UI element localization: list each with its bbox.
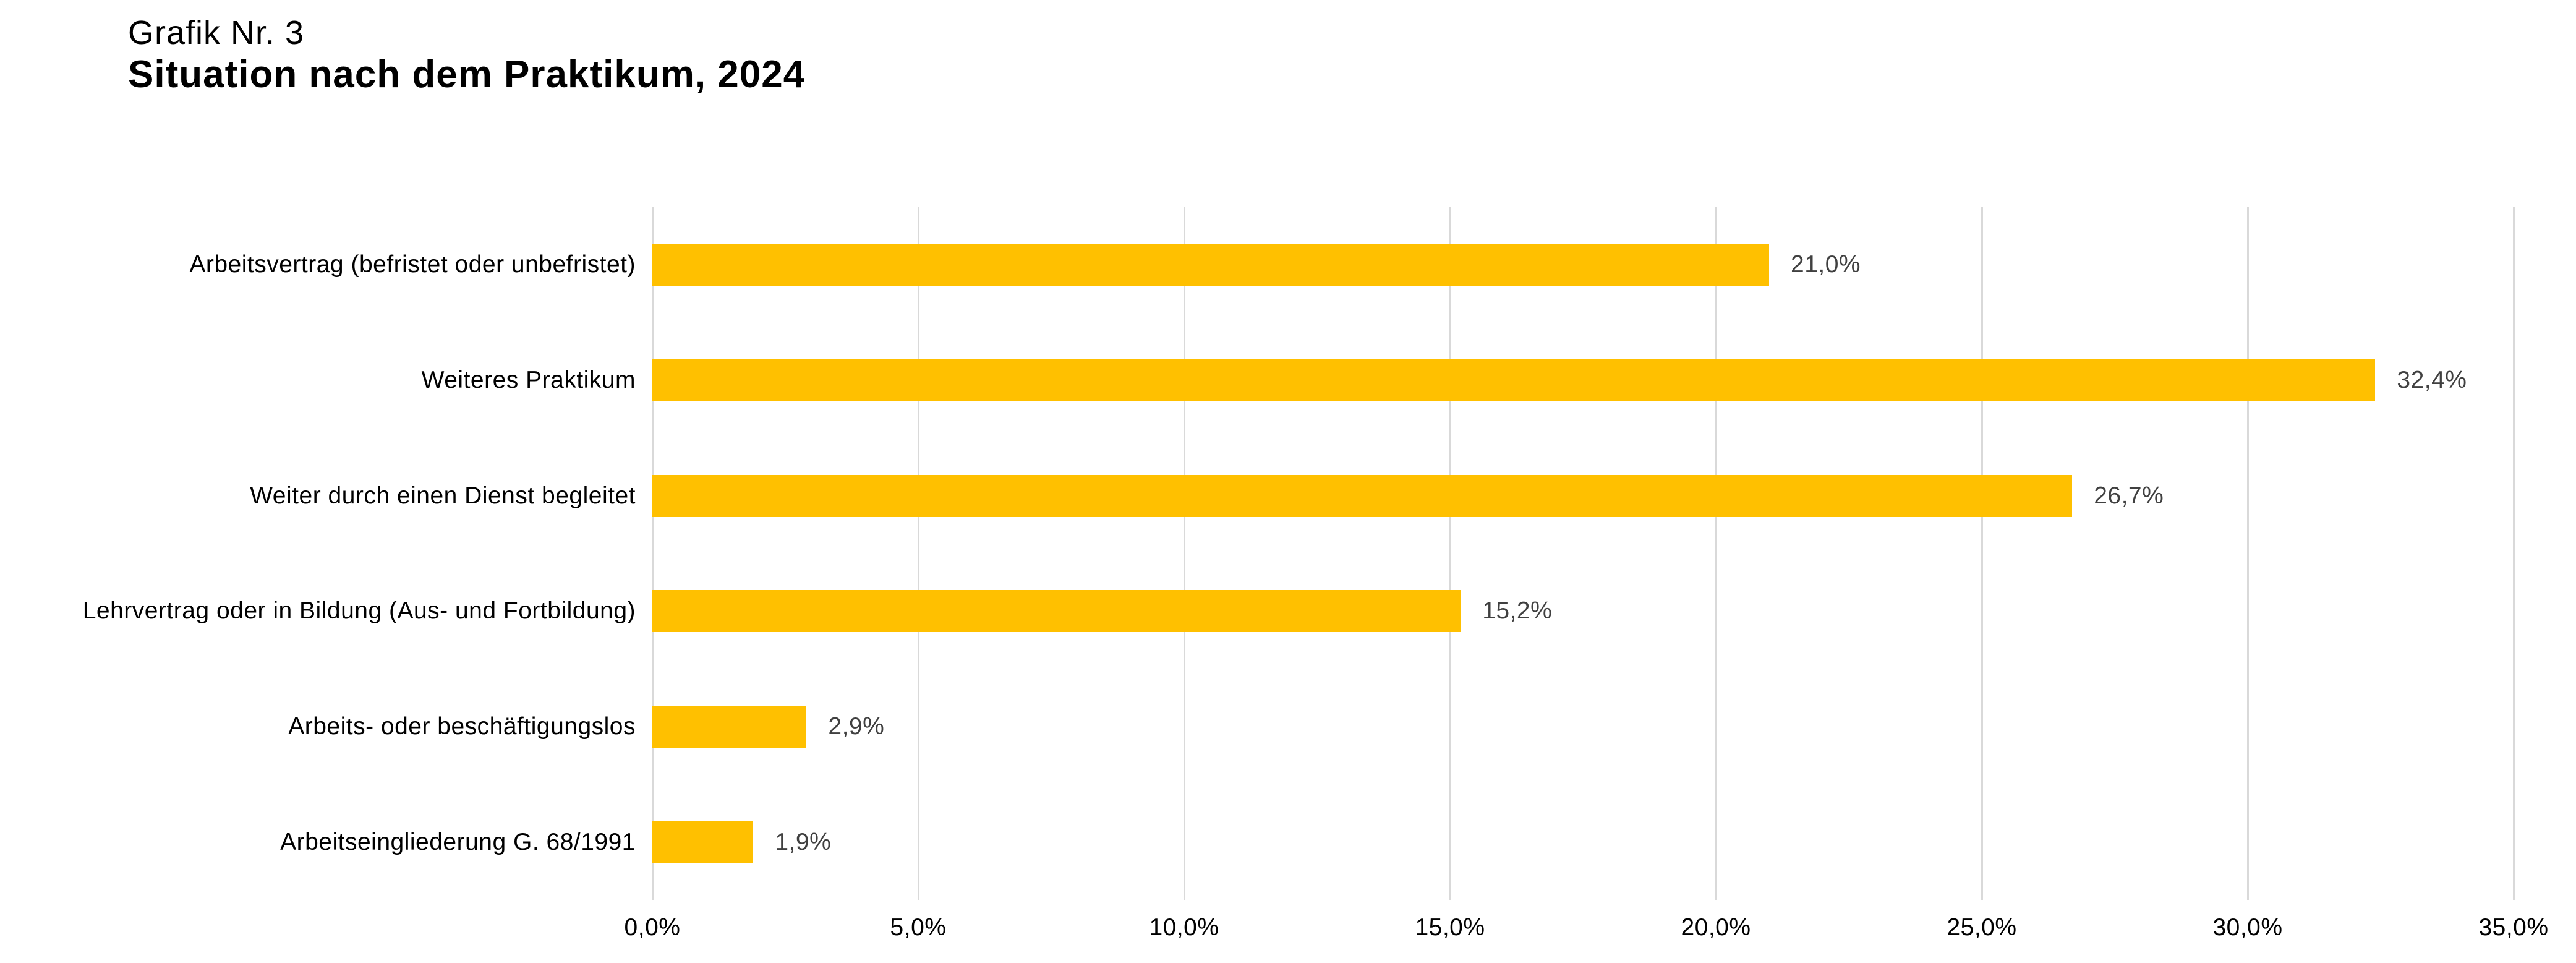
bar-row: 15,2% xyxy=(652,554,2514,669)
bar-row: 26,7% xyxy=(652,438,2514,554)
bar-row: 2,9% xyxy=(652,669,2514,785)
bar xyxy=(652,359,2376,401)
bar xyxy=(652,244,1769,286)
gridline xyxy=(1184,207,1185,900)
gridline xyxy=(2513,207,2515,900)
gridline xyxy=(918,207,919,900)
gridline xyxy=(2247,207,2249,900)
chart-number-title: Grafik Nr. 3 xyxy=(128,14,305,51)
bar-row: 21,0% xyxy=(652,207,2514,323)
bar-row: 1,9% xyxy=(652,784,2514,900)
category-axis: Arbeitsvertrag (befristet oder unbefrist… xyxy=(0,207,636,900)
x-axis: 0,0% 5,0% 10,0% 15,0% 20,0% 25,0% 30,0% 35,0% xyxy=(625,914,2548,951)
category-label: Arbeitseingliederung G. 68/1991 xyxy=(280,828,636,855)
x-tick-label: 5,0% xyxy=(890,914,947,941)
value-label: 21,0% xyxy=(1791,251,1861,278)
bar xyxy=(652,590,1461,633)
bar xyxy=(652,821,754,863)
bar xyxy=(652,474,2073,517)
category-label: Weiteres Praktikum xyxy=(421,366,636,393)
value-label: 26,7% xyxy=(2094,482,2164,509)
category-label: Arbeits- oder beschäftigungslos xyxy=(288,713,636,740)
chart-title-block: Grafik Nr. 3 Situation nach dem Praktiku… xyxy=(128,14,805,98)
value-label: 2,9% xyxy=(828,713,885,740)
gridline xyxy=(1715,207,1717,900)
x-tick-label: 20,0% xyxy=(1681,914,1751,941)
x-tick-label: 15,0% xyxy=(1415,914,1485,941)
category-label: Weiter durch einen Dienst begleitet xyxy=(250,482,636,509)
category-label: Lehrvertrag oder in Bildung (Aus- und Fo… xyxy=(82,597,636,625)
bar-row: 32,4% xyxy=(652,323,2514,439)
plot-area: 21,0% 32,4% 26,7% 15,2% 2,9% 1,9% xyxy=(652,207,2515,900)
gridline xyxy=(1981,207,1983,900)
x-tick-label: 0,0% xyxy=(624,914,681,941)
value-label: 32,4% xyxy=(2397,366,2467,393)
x-tick-label: 25,0% xyxy=(1947,914,2017,941)
value-label: 1,9% xyxy=(775,828,832,855)
category-label: Arbeitsvertrag (befristet oder unbefrist… xyxy=(189,251,636,278)
chart-main-title: Situation nach dem Praktikum, 2024 xyxy=(128,53,806,96)
x-tick-label: 10,0% xyxy=(1149,914,1219,941)
bar xyxy=(652,705,807,748)
x-tick-label: 35,0% xyxy=(2478,914,2549,941)
gridline xyxy=(652,207,654,900)
x-tick-label: 30,0% xyxy=(2212,914,2283,941)
gridline xyxy=(1449,207,1451,900)
value-label: 15,2% xyxy=(1482,597,1553,625)
